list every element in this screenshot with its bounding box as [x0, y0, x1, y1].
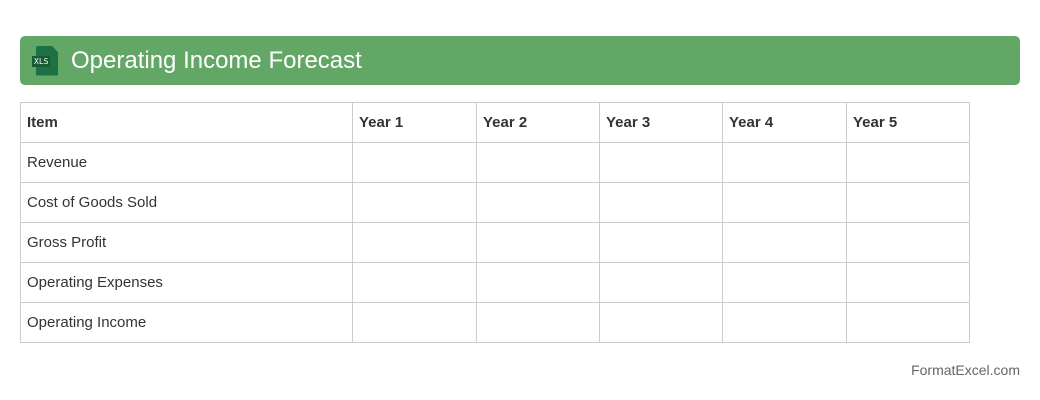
table-row: Operating Expenses — [20, 262, 970, 303]
table-cell[interactable] — [476, 262, 600, 303]
table-cell[interactable] — [722, 262, 847, 303]
table-cell[interactable] — [352, 262, 477, 303]
table-cell[interactable] — [352, 222, 477, 263]
column-header: Year 2 — [476, 102, 600, 143]
table-cell[interactable] — [846, 262, 970, 303]
column-header: Year 4 — [722, 102, 847, 143]
table-row: Gross Profit — [20, 222, 970, 263]
row-label: Revenue — [20, 142, 353, 183]
row-label: Operating Income — [20, 302, 353, 343]
table-cell[interactable] — [352, 142, 477, 183]
table-cell[interactable] — [352, 302, 477, 343]
table-cell[interactable] — [846, 182, 970, 223]
table-cell[interactable] — [599, 142, 723, 183]
column-header: Year 1 — [352, 102, 477, 143]
table-cell[interactable] — [476, 302, 600, 343]
table-row: Cost of Goods Sold — [20, 182, 970, 223]
table-cell[interactable] — [846, 222, 970, 263]
table-cell[interactable] — [476, 222, 600, 263]
table-cell[interactable] — [846, 142, 970, 183]
page-title: Operating Income Forecast — [71, 46, 362, 74]
table-cell[interactable] — [599, 182, 723, 223]
xls-file-icon: XLS — [32, 45, 58, 76]
row-label: Gross Profit — [20, 222, 353, 263]
table-cell[interactable] — [599, 302, 723, 343]
table-cell[interactable] — [722, 182, 847, 223]
table-cell[interactable] — [352, 182, 477, 223]
table-cell[interactable] — [476, 182, 600, 223]
column-header: Item — [20, 102, 353, 143]
table-cell[interactable] — [599, 262, 723, 303]
column-header: Year 5 — [846, 102, 970, 143]
footer-credit: FormatExcel.com — [911, 362, 1020, 378]
forecast-table: Item Year 1 Year 2 Year 3 Year 4 Year 5 … — [20, 102, 970, 343]
row-label: Cost of Goods Sold — [20, 182, 353, 223]
table-cell[interactable] — [722, 222, 847, 263]
title-banner: XLS Operating Income Forecast — [20, 36, 1020, 85]
row-label: Operating Expenses — [20, 262, 353, 303]
table-row: Operating Income — [20, 302, 970, 343]
table-cell[interactable] — [599, 222, 723, 263]
table-cell[interactable] — [476, 142, 600, 183]
table-cell[interactable] — [722, 142, 847, 183]
table-cell[interactable] — [846, 302, 970, 343]
column-header: Year 3 — [599, 102, 723, 143]
table-cell[interactable] — [722, 302, 847, 343]
table-row: Revenue — [20, 142, 970, 183]
